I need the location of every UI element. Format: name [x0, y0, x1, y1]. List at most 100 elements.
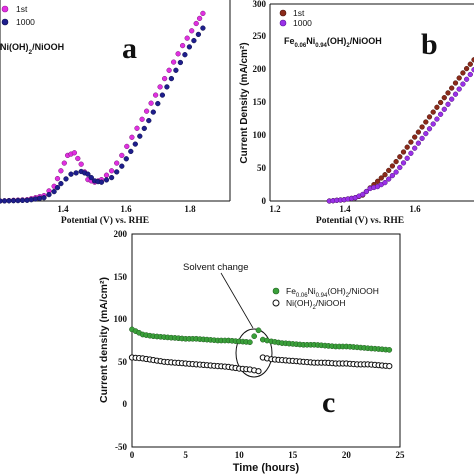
data-point-a-series-1 [150, 109, 156, 115]
data-point-b-series-1 [449, 96, 455, 102]
legend-label-fe-ni: Fe0.06Ni0.94(OH)2/NiOOH [286, 286, 379, 299]
data-point-a-series-0 [196, 15, 203, 22]
data-point-b-series-1 [471, 67, 474, 73]
data-point-b-series-1 [456, 86, 462, 92]
data-point-a-series-0 [134, 125, 140, 131]
data-point-a-series-1 [103, 177, 110, 183]
data-point-a-series-1 [63, 176, 69, 182]
data-point-a-series-1 [88, 174, 94, 181]
data-point-a-series-1 [200, 25, 206, 31]
panel-b-catalyst-label: Fe0.06Ni0.94(OH)2/NiOOH [284, 36, 382, 49]
legend-marker-1000 [279, 19, 287, 27]
legend-marker-1000 [1, 18, 9, 26]
data-point-a-series-1 [19, 197, 26, 204]
data-point-b-series-1 [441, 106, 447, 112]
data-point-b-series-0 [378, 175, 384, 181]
data-point-b-series-0 [445, 90, 451, 96]
data-point-a-series-1 [195, 31, 202, 38]
data-point-b-series-0 [415, 129, 422, 135]
panel-a-x-tick-0: 1.4 [57, 204, 69, 214]
legend-marker-1st [279, 9, 287, 17]
panel-b: 0 50 100 150 200 250 300 1.2 1.4 1.6 Pot… [239, 0, 474, 226]
data-point-b-series-1 [434, 116, 440, 122]
data-point-b-series-1 [400, 160, 407, 166]
data-point-a-series-1 [146, 117, 152, 124]
legend-label-1000: 1000 [293, 18, 312, 28]
data-point-b-series-1 [445, 101, 451, 107]
panel-a-catalyst-label: Ni(OH)2/NiOOH [0, 42, 64, 56]
legend-label-ni: Ni(OH)2/NiOOH [286, 298, 346, 311]
data-point-b-series-0 [426, 114, 433, 120]
data-point-a-series-0 [166, 67, 172, 73]
data-point-b-series-0 [389, 163, 396, 169]
data-point-b-series-1 [467, 71, 473, 78]
panel-b-x-tick-0: 1.2 [269, 204, 281, 214]
panel-c-x-tick-5: 25 [396, 450, 406, 460]
data-point-a-series-1 [128, 148, 134, 155]
data-point-b-series-0 [456, 75, 462, 81]
panel-b-letter: b [421, 28, 438, 61]
data-point-a-series-0 [124, 143, 130, 150]
data-point-b-series-0 [434, 104, 440, 110]
data-point-a-series-1 [51, 188, 57, 195]
data-point-b-series-1 [360, 191, 366, 198]
data-point-a-series-0 [170, 59, 177, 65]
data-point-a-series-0 [143, 108, 150, 114]
panel-a-x-tick-1: 1.6 [120, 204, 132, 214]
data-point-a-series-1 [98, 179, 105, 185]
panel-a-letter: a [122, 32, 137, 65]
data-point-b-series-1 [404, 155, 410, 161]
panel-c-y-tick-1: 0 [123, 399, 128, 409]
data-point-a-series-1 [137, 133, 143, 139]
panel-b-y-axis-label: Current Density (mA/cm²) [239, 42, 250, 163]
panel-b-x-tick-2: 1.6 [409, 204, 421, 214]
data-point-a-series-0 [161, 75, 168, 82]
panel-b-y-tick-5: 250 [253, 31, 267, 41]
data-point-b-series-1 [437, 111, 444, 117]
panel-c-x-axis-label: Time (hours) [233, 462, 300, 474]
data-point-b-series-0 [397, 154, 403, 160]
data-point-b-series-1 [408, 150, 414, 156]
panel-a-x-tick-2: 1.8 [184, 204, 196, 214]
panel-b-y-tick-6: 300 [253, 0, 267, 9]
data-point-a-series-1 [164, 84, 170, 90]
annotation-ellipse [235, 328, 273, 378]
data-point-b-series-0 [404, 144, 410, 150]
data-point-a-series-1 [6, 198, 12, 204]
data-point-b-series-1 [419, 135, 425, 142]
data-point-b-series-0 [452, 80, 459, 86]
data-point-b-series-0 [430, 109, 436, 115]
legend-marker-fe-ni [272, 287, 280, 295]
data-point-c-series-0 [255, 327, 262, 334]
data-point-a-series-1 [186, 44, 193, 50]
data-point-c-series-1 [386, 363, 393, 370]
data-point-a-series-0 [184, 35, 190, 41]
data-point-a-series-1 [46, 191, 52, 198]
data-point-a-series-1 [119, 163, 125, 169]
panel-c-y-axis-label: Current density (mA/cm²) [98, 277, 110, 403]
data-point-a-series-1 [108, 174, 115, 181]
data-point-a-series-0 [175, 51, 181, 57]
panel-b-y-tick-0: 0 [262, 196, 267, 206]
panel-c-legend: Fe0.06Ni0.94(OH)2/NiOOH Ni(OH)2/NiOOH [272, 286, 379, 311]
data-point-a-series-0 [193, 20, 199, 27]
data-point-b-series-0 [393, 158, 399, 165]
data-point-b-series-1 [415, 140, 422, 146]
data-point-b-series-0 [467, 61, 473, 67]
data-point-a-series-1 [132, 141, 138, 147]
data-point-a-series-0 [148, 100, 154, 106]
panel-c-x-tick-1: 5 [183, 450, 188, 460]
data-point-b-series-1 [382, 179, 388, 186]
data-point-a-series-1 [168, 75, 175, 82]
panel-b-x-axis-label: Potential (V) vs. RHE [316, 215, 404, 226]
data-point-a-series-0 [108, 168, 115, 174]
panel-a: 1.4 1.6 1.8 Potential (V) vs. RHE a Ni(O… [0, 0, 231, 226]
data-point-b-series-0 [419, 124, 425, 130]
data-point-a-series-1 [41, 195, 47, 201]
data-point-a-series-1 [123, 156, 129, 162]
panel-c-y-tick-2: 50 [118, 357, 128, 367]
data-point-b-series-1 [430, 121, 436, 127]
panel-a-plot-area [0, 10, 206, 204]
data-point-a-series-0 [119, 152, 125, 159]
